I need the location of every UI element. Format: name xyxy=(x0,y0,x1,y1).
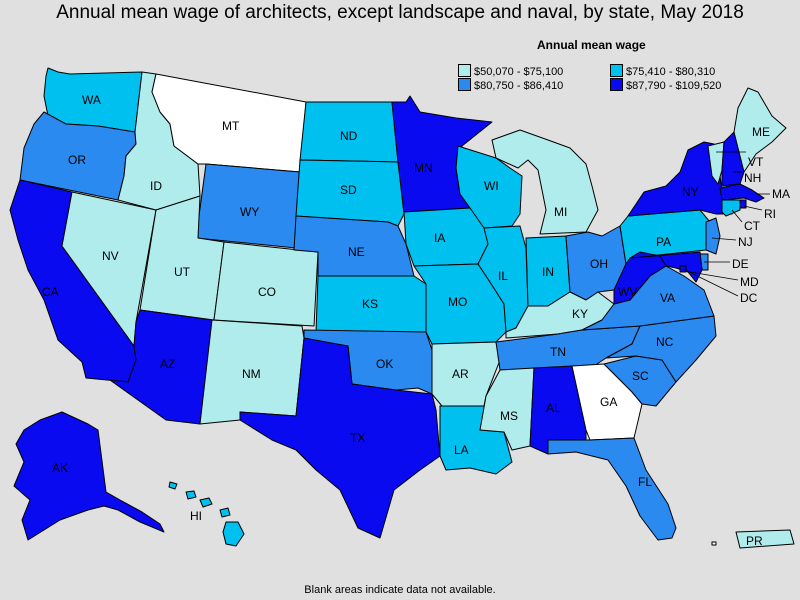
state-label-mi: MI xyxy=(554,205,567,219)
legend-label: $87,790 - $109,520 xyxy=(626,80,722,92)
state-label-tn: TN xyxy=(550,345,566,359)
state-label-mn: MN xyxy=(414,161,433,175)
state-label-ks: KS xyxy=(362,297,378,311)
legend-item-bin-3: $80,750 - $86,410 xyxy=(458,78,563,92)
state-label-ar: AR xyxy=(452,367,469,381)
state-label-nj: NJ xyxy=(738,235,753,249)
state-ri[interactable] xyxy=(739,199,747,209)
state-label-wv: WV xyxy=(618,285,637,299)
legend-item-bin-2: $75,410 - $80,310 xyxy=(610,64,715,78)
state-label-ri: RI xyxy=(764,207,776,221)
state-label-in: IN xyxy=(542,265,554,279)
state-label-ut: UT xyxy=(174,265,191,279)
state-label-pr: PR xyxy=(746,534,763,548)
state-label-ak: AK xyxy=(52,461,68,475)
map-title: Annual mean wage of architects, except l… xyxy=(56,2,744,23)
state-label-sc: SC xyxy=(632,369,649,383)
footnote: Blank areas indicate data not available. xyxy=(304,584,496,596)
state-label-az: AZ xyxy=(160,357,175,371)
state-label-la: LA xyxy=(454,443,469,457)
state-label-nm: NM xyxy=(242,367,261,381)
leader-line-ri xyxy=(743,205,763,211)
state-ia[interactable] xyxy=(403,207,489,267)
state-label-me: ME xyxy=(752,125,770,139)
state-ct[interactable] xyxy=(721,199,741,217)
state-label-hi: HI xyxy=(190,509,202,523)
state-label-wi: WI xyxy=(484,179,499,193)
legend-swatch xyxy=(458,64,471,77)
state-label-id: ID xyxy=(150,179,162,193)
legend-item-bin-4: $87,790 - $109,520 xyxy=(610,78,721,92)
state-label-al: AL xyxy=(546,401,561,415)
state-label-md: MD xyxy=(740,275,759,289)
leader-line-md xyxy=(689,271,739,281)
state-label-ga: GA xyxy=(600,395,617,409)
state-label-ok: OK xyxy=(376,357,393,371)
state-pr[interactable] xyxy=(735,529,795,549)
state-ak[interactable] xyxy=(13,411,165,541)
state-label-ms: MS xyxy=(500,409,518,423)
state-label-ia: IA xyxy=(434,231,445,245)
leader-line-dc xyxy=(682,268,739,297)
state-label-co: CO xyxy=(258,285,276,299)
state-co[interactable] xyxy=(213,241,319,327)
state-nc[interactable] xyxy=(605,315,717,383)
state-label-pa: PA xyxy=(656,235,671,249)
legend-label: $80,750 - $86,410 xyxy=(474,80,564,92)
state-tx[interactable] xyxy=(239,337,441,539)
state-label-mo: MO xyxy=(448,295,467,309)
state-label-dc: DC xyxy=(740,291,758,305)
state-label-de: DE xyxy=(732,257,749,271)
state-label-wy: WY xyxy=(240,205,259,219)
state-label-vt: VT xyxy=(748,155,764,169)
state-label-sd: SD xyxy=(340,183,357,197)
state-label-nv: NV xyxy=(102,249,119,263)
state-label-ca: CA xyxy=(42,285,59,299)
state-label-fl: FL xyxy=(638,475,652,489)
state-label-ky: KY xyxy=(572,307,588,321)
state-label-wa: WA xyxy=(82,93,101,107)
leader-line-nj xyxy=(711,237,737,241)
state-label-ma: MA xyxy=(772,187,790,201)
state-label-nd: ND xyxy=(340,129,358,143)
state-vt[interactable] xyxy=(707,141,725,185)
leader-line-ct xyxy=(731,209,743,223)
state-label-ne: NE xyxy=(348,245,365,259)
state-fl[interactable] xyxy=(547,437,677,541)
state-label-ct: CT xyxy=(744,219,761,233)
state-nj[interactable] xyxy=(705,217,721,255)
state-label-or: OR xyxy=(68,153,86,167)
state-label-nh: NH xyxy=(744,171,761,185)
state-label-ny: NY xyxy=(682,185,699,199)
legend-swatch xyxy=(610,64,623,77)
state-ma[interactable] xyxy=(719,183,765,203)
state-label-il: IL xyxy=(498,269,508,283)
state-me[interactable] xyxy=(733,87,787,173)
state-label-va: VA xyxy=(660,291,675,305)
state-label-tx: TX xyxy=(350,431,365,445)
state-hi[interactable] xyxy=(168,481,245,547)
legend-swatch xyxy=(458,78,471,91)
legend-label: $50,070 - $75,100 xyxy=(474,66,564,78)
state-label-mt: MT xyxy=(222,119,240,133)
legend-item-bin-1: $50,070 - $75,100 xyxy=(458,64,563,78)
legend-label: $75,410 - $80,310 xyxy=(626,66,716,78)
legend-swatch xyxy=(610,78,623,91)
legend-title: Annual mean wage xyxy=(537,38,646,52)
state-label-nc: NC xyxy=(656,335,674,349)
pr-islet xyxy=(711,541,717,546)
state-label-oh: OH xyxy=(590,257,608,271)
